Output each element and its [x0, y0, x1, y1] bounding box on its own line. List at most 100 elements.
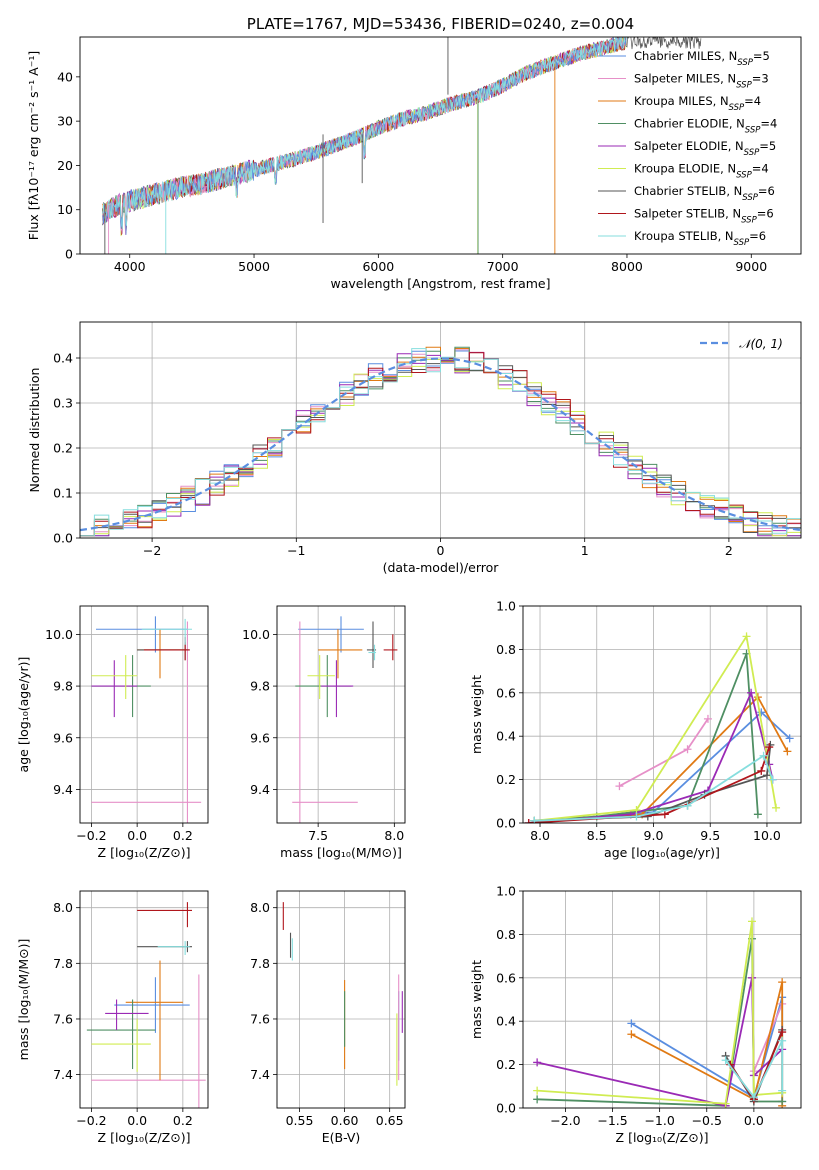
y-tick-label: 7.8	[53, 956, 73, 971]
mass-vs-Z-plot-area	[86, 902, 206, 1108]
mass-weight-point	[762, 771, 771, 780]
y-tick-label: 9.6	[53, 730, 73, 745]
mass-weight-point	[721, 1099, 730, 1108]
y-tick-label: 7.4	[250, 1067, 270, 1082]
y-tick-label: 9.8	[53, 679, 73, 694]
y-tick-label: 0.8	[496, 927, 516, 942]
y-tick-label: 1.0	[496, 884, 516, 899]
mass-weight-series-line	[618, 718, 709, 787]
normal-reference-curve	[80, 357, 801, 532]
x-tick-label: 0.2	[173, 1113, 193, 1128]
x-tick-label: 0.0	[744, 1113, 764, 1128]
mass-weight-point	[757, 708, 766, 717]
weight-vs-age-panel: 8.0 8.5 9.0 9.5 10.0 0.0 0.2 0.4 0.6 0.8 1.0 age [l…	[469, 599, 802, 860]
mass-weight-series-line	[528, 690, 774, 823]
y-axis-label: mass weight	[469, 960, 484, 1039]
y-tick-label: 7.6	[53, 1011, 73, 1026]
x-axis-label: Z [log₁₀(Z/Z⊙)]	[98, 1130, 191, 1145]
x-tick-label: −0.2	[76, 1113, 106, 1128]
x-tick-label: 8000	[611, 259, 643, 274]
x-tick-label: 9.5	[700, 828, 720, 843]
legend-label: Salpeter STELIB, NSSP=6	[634, 207, 774, 226]
mass-weight-point	[530, 816, 539, 823]
y-axis-label: mass [log₁₀(M/M⊙)]	[16, 939, 31, 1061]
mass-weight-series-line	[528, 695, 789, 823]
legend-label: Kroupa STELIB, NSSP=6	[634, 229, 766, 248]
x-tick-label: 1	[581, 543, 589, 558]
mass-weight-point	[533, 1086, 542, 1095]
y-tick-label: 9.6	[250, 730, 270, 745]
spectrum-plot-area	[102, 37, 702, 254]
age-vs-Z-plot-area	[91, 616, 202, 823]
mass-weight-point	[749, 1093, 758, 1102]
x-axis-label: E(B-V)	[322, 1130, 361, 1145]
y-tick-label: 0.2	[53, 441, 73, 456]
mass-weight-point	[778, 1086, 787, 1095]
age-vs-mass-panel: 7.5 8.0 9.4 9.6 9.8 10.0 mass [log₁₀(M/M⊙)]	[242, 605, 406, 860]
y-axis-label: mass weight	[469, 675, 484, 754]
mass-weight-point	[768, 775, 777, 784]
x-axis-label: age [log₁₀(age/yr)]	[604, 845, 720, 860]
x-tick-label: 7000	[487, 259, 519, 274]
mass-weight-point	[627, 1019, 636, 1028]
x-tick-label: 0.60	[331, 1113, 359, 1128]
mass-vs-Z-panel: −0.2 0.0 0.2 7.4 7.6 7.8 8.0 Z [log₁₀(Z/Z⊙)] mas…	[16, 890, 209, 1145]
y-tick-label: 0.6	[496, 970, 516, 985]
x-axis-label: mass [log₁₀(M/M⊙)]	[280, 845, 402, 860]
mass-weight-point	[533, 1058, 542, 1067]
mass-weight-point	[778, 978, 787, 987]
x-tick-label: 6000	[362, 259, 394, 274]
y-tick-label: 0.4	[496, 729, 516, 744]
y-tick-label: 7.8	[250, 956, 270, 971]
y-tick-label: 30	[57, 114, 73, 129]
mass-weight-point	[772, 803, 781, 812]
weight-vs-Z-plot-area	[533, 917, 787, 1108]
y-tick-label: 0.8	[496, 642, 516, 657]
y-tick-label: 0.2	[496, 1057, 516, 1072]
y-tick-label: 7.6	[250, 1011, 270, 1026]
x-tick-label: 0.0	[127, 828, 147, 843]
mass-vs-EBV-plot-area	[282, 902, 403, 1086]
mass-weight-point	[747, 917, 756, 926]
x-tick-label: −2	[143, 543, 161, 558]
mass-weight-point	[778, 1036, 787, 1045]
y-tick-label: 0.0	[496, 1101, 516, 1116]
legend-label: Chabrier STELIB, NSSP=6	[634, 184, 775, 203]
mass-weight-point	[759, 751, 768, 760]
mass-weight-series-line	[534, 633, 777, 822]
mass-weight-point	[683, 801, 692, 810]
y-tick-label: 10.0	[242, 627, 270, 642]
mass-weight-point	[533, 1095, 542, 1104]
mass-weight-point	[660, 810, 669, 819]
x-tick-label: −2.0	[550, 1113, 580, 1128]
y-tick-label: 0.4	[496, 1014, 516, 1029]
x-axis-label: wavelength [Angstrom, rest frame]	[330, 276, 550, 291]
mass-vs-EBV-panel: 0.55 0.60 0.65 7.4 7.6 7.8 8.0 E(B-V)	[250, 890, 406, 1145]
x-tick-label: 4000	[114, 259, 146, 274]
histogram-series	[80, 348, 801, 537]
legend-label: Salpeter ELODIE, NSSP=5	[634, 139, 776, 158]
legend-label: Chabrier MILES, NSSP=5	[634, 49, 770, 68]
mass-weight-point	[747, 688, 756, 697]
x-tick-label: 9.0	[644, 828, 664, 843]
y-axis-label: age [log₁₀(age/yr)]	[16, 657, 31, 773]
axes-frame	[79, 36, 802, 255]
y-tick-label: 0	[65, 247, 73, 262]
x-tick-label: −0.2	[76, 828, 106, 843]
y-tick-label: 9.4	[53, 782, 73, 797]
axes-frame	[522, 605, 802, 824]
x-tick-label: 0.55	[286, 1113, 314, 1128]
x-tick-label: 8.0	[384, 828, 404, 843]
spectrum-panel: 4000 5000 6000 7000 8000 9000 0 10 20 30 40 wavelen…	[26, 36, 802, 291]
y-tick-label: 0.0	[496, 816, 516, 831]
x-tick-label: 2	[725, 543, 733, 558]
y-tick-label: 8.0	[250, 900, 270, 915]
mass-weight-point	[615, 782, 624, 791]
mass-weight-point	[524, 819, 533, 823]
mass-weight-point	[721, 1056, 730, 1065]
axes-frame	[79, 890, 209, 1109]
x-tick-label: 9000	[735, 259, 767, 274]
axes-frame	[79, 605, 209, 824]
axes-frame	[276, 605, 406, 824]
